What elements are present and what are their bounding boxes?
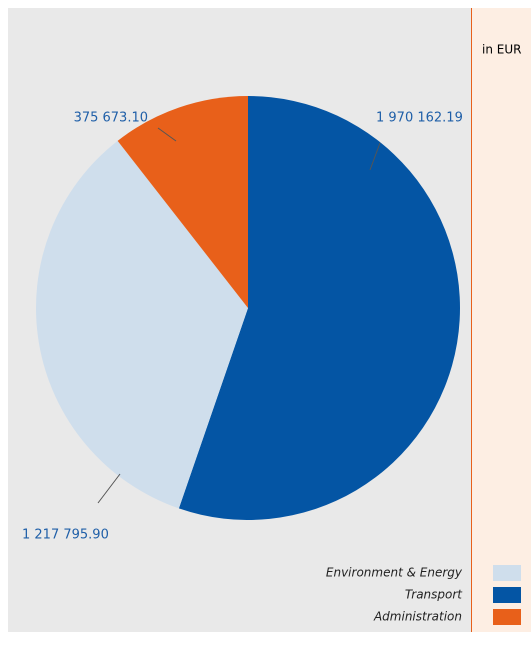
leader-line	[369, 142, 381, 171]
leader-line	[97, 473, 121, 504]
legend-label: Environment & Energy	[326, 566, 463, 580]
leader-line	[157, 127, 177, 142]
unit-label: in EUR	[482, 43, 521, 57]
legend-swatch	[493, 565, 521, 581]
legend-label: Administration	[373, 610, 462, 624]
pie-slice	[178, 96, 460, 520]
data-label: 1 970 162.19	[376, 111, 463, 126]
pie-slice	[35, 140, 248, 509]
data-label: 375 673.10	[74, 111, 148, 126]
legend-label: Transport	[405, 588, 463, 602]
data-label: 1 217 795.90	[22, 528, 109, 543]
legend-swatch	[493, 609, 521, 625]
legend-swatch	[493, 587, 521, 603]
side-panel	[472, 8, 531, 632]
pie-slice	[117, 96, 249, 308]
